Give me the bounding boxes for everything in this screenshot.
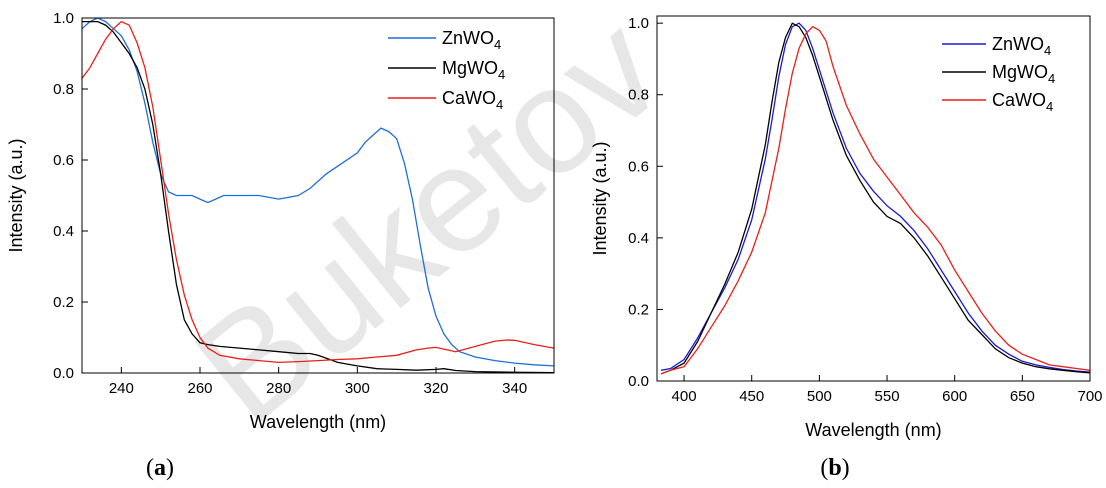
chart1-y-axis-title: Intensity (a.u.) [590,141,610,255]
chart1-series-line-cawo4 [660,25,1090,375]
chart1-legend-entry: CaWO4 [992,90,1053,114]
chart0-y-tick-label: 0.2 [53,294,74,311]
chart0-y-axis-title: Intensity (a.u.) [6,138,26,252]
chart1-y-tick-label: 0.0 [628,373,649,390]
chart0-x-axis-title: Wavelength (nm) [250,412,386,432]
panel-label-b-letter: b [828,455,841,481]
panel-label-a: (a) [146,455,174,481]
chart1-legend-entry: MgWO4 [992,62,1055,86]
chart0-plot-frame [81,17,555,374]
chart0-y-tick-label: 1.0 [53,10,74,27]
chart0-y-tick-label: 0.6 [53,152,74,169]
chart1-legend-entry: ZnWO4 [992,34,1051,58]
chart0-x-tick-label: 340 [502,380,527,397]
chart1-series-line-znwo4 [660,22,1090,373]
chart1-y-tick-label: 1.0 [628,15,649,32]
panel-label-a-letter: a [154,455,166,481]
chart0-y-tick-label: 0.4 [53,223,74,240]
panel-label-b: (b) [820,455,849,481]
chart1-y-tick-label: 0.8 [628,87,649,104]
chart1-x-tick-label: 550 [875,388,900,405]
chart0-y-tick-label: 0.8 [53,81,74,98]
chart1-y-tick-label: 0.6 [628,158,649,175]
chart0-x-tick-label: 300 [345,380,370,397]
chart1-x-tick-label: 500 [807,388,832,405]
chart1-x-tick-label: 400 [672,388,697,405]
chart1-series-line-mgwo4 [660,22,1090,375]
chart1-x-tick-label: 650 [1010,388,1035,405]
chart0-x-tick-label: 240 [109,380,134,397]
chart1-x-tick-label: 700 [1077,388,1102,405]
chart0-legend-entry: MgWO4 [442,58,505,82]
chart1-plot-frame [656,15,1091,382]
chart1-x-axis-title: Wavelength (nm) [805,420,941,440]
chart-panel-b: 400 450 500 550 600 650 700 0.0 0.2 0.4 0.6 0.8 1.0 W… [590,15,1103,440]
chart0-series-line-mgwo4 [82,20,554,373]
chart0-y-tick-label: 0.0 [53,365,74,382]
chart1-y-tick-label: 0.4 [628,230,649,247]
chart0-legend-entry: CaWO4 [442,88,503,112]
chart-panel-a: 240 260 280 300 320 340 0.0 0.2 0.4 0.6 0.8 1.0 Wave… [6,10,555,432]
chart0-series-line-znwo4 [82,18,554,367]
chart0-x-tick-label: 260 [187,380,212,397]
chart1-y-tick-label: 0.2 [628,301,649,318]
chart1-x-tick-label: 600 [942,388,967,405]
chart0-series-line-cawo4 [82,20,554,364]
chart0-legend-entry: ZnWO4 [442,28,501,52]
chart1-x-tick-label: 450 [739,388,764,405]
chart0-x-tick-label: 320 [423,380,448,397]
chart0-x-tick-label: 280 [266,380,291,397]
